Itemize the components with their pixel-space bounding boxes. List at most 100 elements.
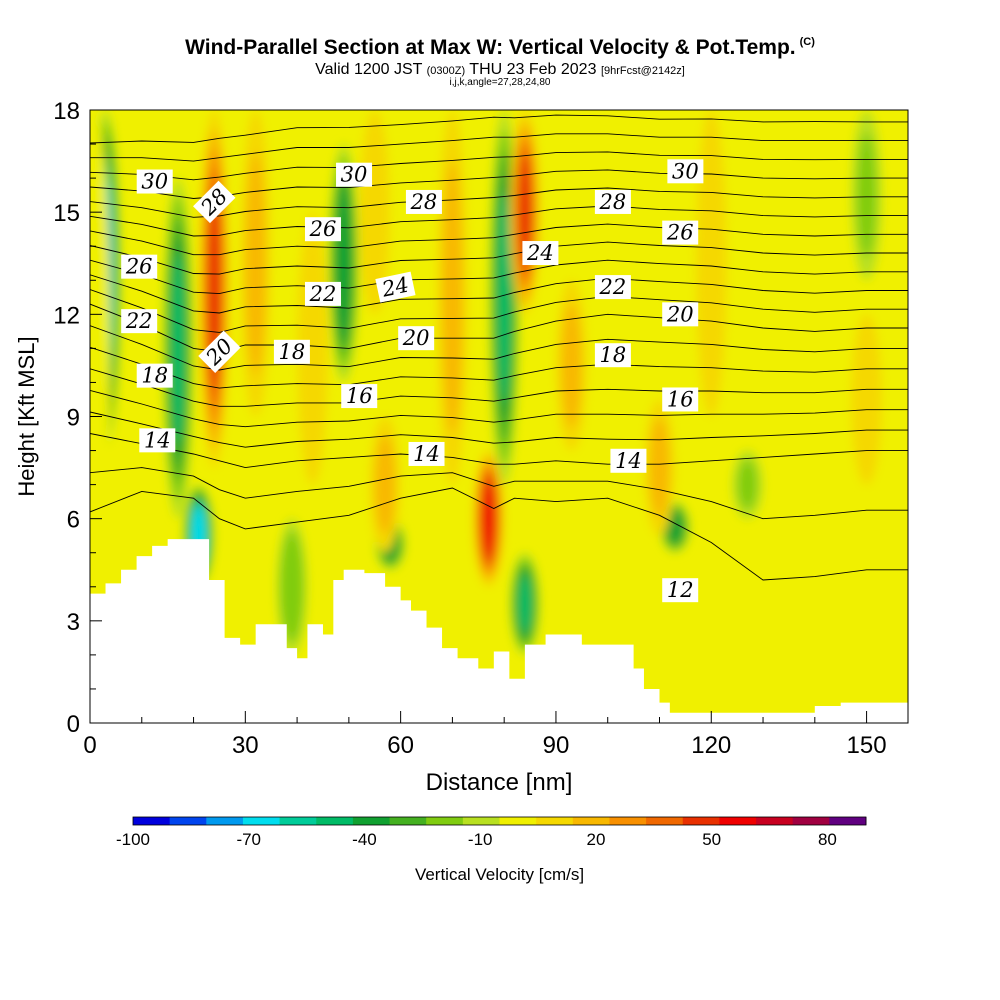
contour-label-box [594, 275, 631, 300]
colorbar-tick-label: -40 [352, 830, 377, 849]
copyright-mark: (C) [799, 36, 815, 48]
y-tick-label: 0 [67, 711, 80, 738]
colorbar-swatch [389, 817, 427, 825]
contour-label-text: 22 [309, 282, 337, 306]
downdraft-cell [857, 133, 877, 257]
contour-label-text: 30 [341, 163, 368, 187]
contour-label-box [662, 578, 699, 603]
colorbar-swatch [352, 817, 391, 825]
contour-label-box [522, 241, 559, 266]
colorbar-swatch [242, 817, 281, 825]
contour-label: 22 [304, 281, 341, 306]
contour-label: 12 [662, 578, 699, 603]
contour-label-box [193, 180, 236, 224]
updraft-cell [649, 418, 669, 517]
contour-label-box [594, 343, 631, 368]
colorbar-swatch [829, 817, 867, 825]
theta-contour-line [90, 368, 908, 407]
theta-contour-line [90, 487, 908, 581]
theta-contour-line [90, 467, 908, 520]
valid-date: THU 23 Feb 2023 [469, 61, 597, 78]
x-tick-label: 60 [387, 732, 414, 759]
contour-label-box [198, 330, 241, 374]
colorbar-swatch [572, 817, 610, 825]
velocity-field [90, 110, 882, 655]
contour-label-box [398, 326, 435, 351]
colorbar-swatch [646, 817, 684, 825]
colorbar-swatch [133, 817, 171, 825]
contour-label-box [121, 254, 158, 279]
contour-label: 14 [610, 448, 647, 473]
contour-label: 28 [594, 189, 631, 214]
colorbar: -100 -70 -40 -10 20 50 80 Vertical Velocity [cm… [116, 816, 867, 884]
contour-label: 20 [662, 302, 699, 327]
contour-label: 24 [375, 271, 416, 303]
contour-label-box [304, 217, 341, 242]
theta-contour-line [90, 114, 908, 144]
contour-label-box [594, 189, 631, 214]
y-axis-label: Height [Kft MSL] [14, 336, 39, 496]
x-axis-label: Distance [nm] [426, 769, 573, 796]
chart-title: Wind-Parallel Section at Max W: Vertical… [0, 36, 1000, 60]
colorbar-swatch [719, 817, 757, 825]
contour-label-box [121, 309, 158, 334]
contour-label-box [662, 220, 699, 245]
colorbar-swatch [792, 817, 830, 825]
colorbar-swatch [682, 817, 720, 825]
grid-index-label: i,j,k,angle=27,28,24,80 [449, 77, 551, 88]
contour-label: 16 [662, 387, 699, 412]
y-tick-label: 3 [67, 609, 80, 636]
colorbar-tick-label: 80 [818, 830, 837, 849]
contour-label-text: 28 [599, 190, 627, 214]
contour-label-box [336, 162, 373, 187]
contour-label-text: 14 [413, 442, 440, 466]
colorbar-tick-label: 50 [702, 830, 721, 849]
contour-label-box [136, 169, 173, 194]
contour-label-box [662, 302, 699, 327]
contour-label-text: 26 [309, 217, 337, 241]
contour-label: 20 [398, 326, 435, 351]
x-tick-label: 30 [232, 732, 259, 759]
updraft-cell [442, 161, 462, 434]
contour-label-text: 22 [125, 309, 153, 333]
updraft-cell [297, 212, 328, 485]
contour-label: 26 [304, 217, 341, 242]
colorbar-frame [132, 816, 867, 826]
contour-label-text: 24 [379, 273, 411, 302]
contour-label-text: 14 [615, 449, 642, 473]
downdraft-cell [668, 512, 682, 542]
contour-label-box [375, 271, 416, 303]
contour-label-text: 22 [599, 275, 627, 299]
updraft-cell [696, 110, 727, 417]
colorbar-swatch [169, 817, 207, 825]
contour-label: 18 [136, 363, 173, 388]
contour-label-text: 26 [125, 255, 153, 279]
colorbar-tick-label: -10 [468, 830, 493, 849]
contour-label: 30 [667, 159, 704, 184]
colorbar-swatch [206, 817, 244, 825]
valid-time-line: Valid 1200 JST (0300Z) THU 23 Feb 2023 [… [0, 61, 1000, 79]
contour-label: 30 [136, 169, 173, 194]
valid-prefix: Valid 1200 JST [315, 61, 423, 78]
contour-label: 18 [594, 343, 631, 368]
contour-label-box [273, 339, 310, 364]
contour-label-text: 18 [279, 340, 306, 364]
updraft-cell [246, 152, 266, 375]
contour-label-box [610, 448, 647, 473]
theta-contour-line [90, 346, 908, 389]
downdraft-cell [337, 196, 350, 330]
colorbar-tick-label: -70 [236, 830, 261, 849]
downdraft-cell [738, 459, 758, 510]
updraft-cell [90, 110, 111, 570]
contour-label-text: 26 [666, 221, 694, 245]
contour-label-text: 16 [667, 387, 694, 411]
updraft-cell [561, 303, 581, 428]
downdraft-cell [284, 543, 300, 630]
forecast-info: [9hrFcst@2142z] [600, 65, 685, 77]
contour-label: 14 [139, 428, 176, 453]
contour-label-box [304, 281, 341, 306]
colorbar-tick-label: -100 [116, 830, 150, 849]
contour-label-text: 18 [600, 343, 627, 367]
theta-contour-line [90, 433, 908, 469]
